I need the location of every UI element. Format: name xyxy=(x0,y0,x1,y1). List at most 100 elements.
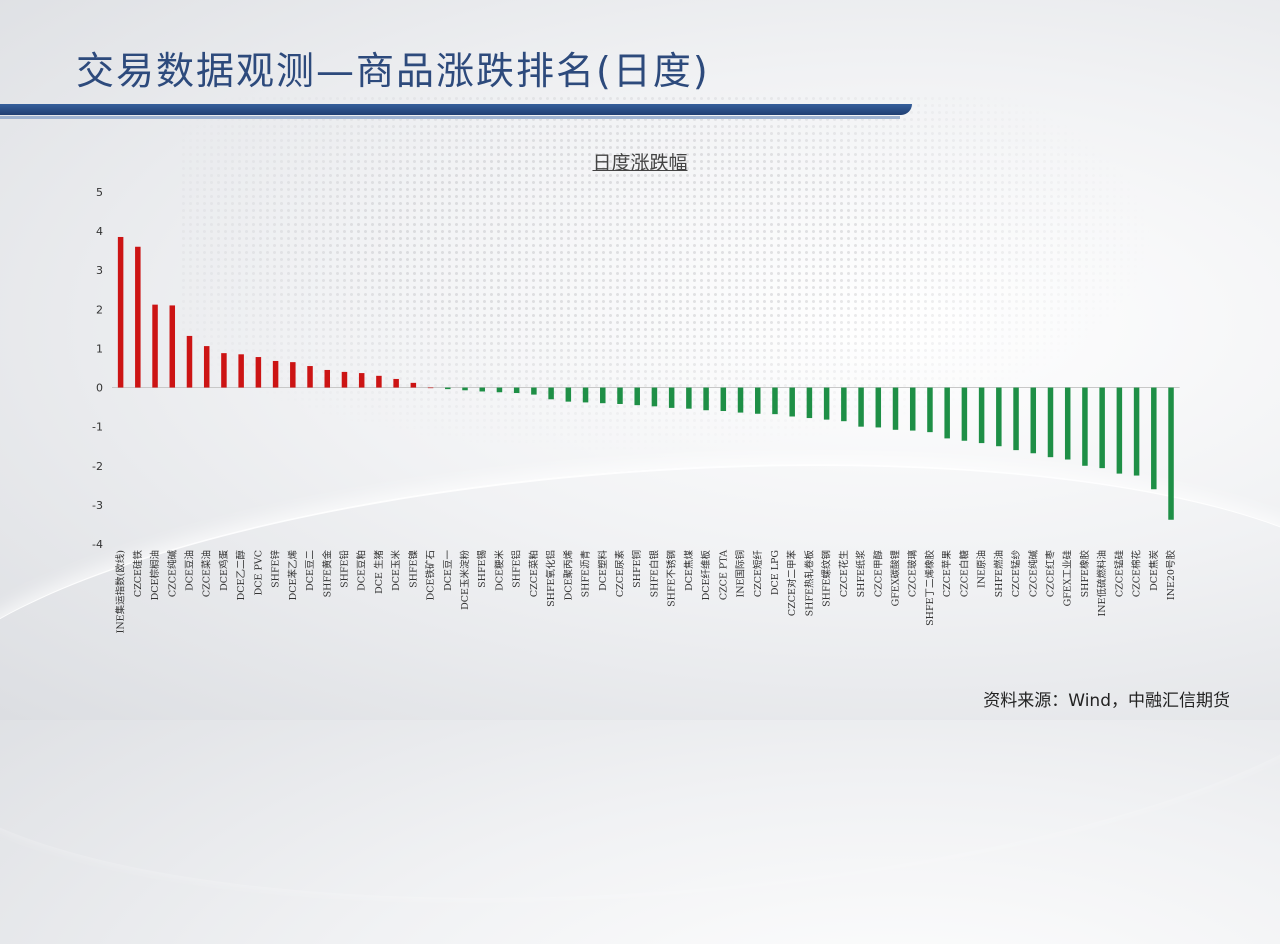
x-category-label: SHFE锌 xyxy=(270,550,282,588)
bar xyxy=(651,387,658,407)
y-tick-label: 1 xyxy=(96,342,103,355)
x-category-label: CZCE菜粕 xyxy=(528,550,540,597)
bar xyxy=(823,387,830,420)
bar xyxy=(961,387,968,441)
x-category-label: SHFE铜 xyxy=(631,550,643,588)
x-category-label: CZCE苹果 xyxy=(941,550,953,598)
bar xyxy=(737,387,744,413)
x-category-label: INE低硫燃料油 xyxy=(1096,550,1108,617)
x-category-label: CZCE PTA xyxy=(718,550,729,600)
bar xyxy=(462,387,468,391)
bar xyxy=(272,360,279,388)
bar xyxy=(479,387,485,392)
bar xyxy=(410,382,417,388)
bar xyxy=(513,387,520,394)
x-category-label: SHFE铝 xyxy=(511,550,523,588)
bar xyxy=(858,387,864,427)
bar xyxy=(1013,387,1019,451)
x-category-label: SHFE螺纹钢 xyxy=(821,550,833,607)
x-category-label: DCE玉米 xyxy=(390,550,402,591)
bar xyxy=(600,387,606,404)
x-category-label: DCE棕榈油 xyxy=(149,550,161,600)
bar xyxy=(703,387,709,411)
x-category-label: GFEX碳酸锂 xyxy=(890,550,902,607)
title-underline-shadow xyxy=(0,116,900,119)
bar xyxy=(255,357,262,388)
bar xyxy=(358,373,365,388)
x-category-label: INE集运指数(欧线) xyxy=(115,550,127,633)
bar xyxy=(1064,387,1071,460)
x-category-label: SHFE不锈钢 xyxy=(666,550,678,607)
bar xyxy=(186,335,193,388)
x-category-label: SHFE纸浆 xyxy=(855,550,867,598)
x-category-label: CZCE玻璃 xyxy=(907,550,919,597)
bar xyxy=(1133,387,1140,476)
y-tick-label: 2 xyxy=(96,303,103,316)
bar xyxy=(634,387,640,406)
x-category-label: SHFE铅 xyxy=(338,550,350,588)
bar xyxy=(117,236,124,388)
bar xyxy=(686,387,692,409)
bar xyxy=(892,387,899,430)
bar xyxy=(445,387,451,390)
x-category-label: CZCE花生 xyxy=(838,550,850,598)
bar xyxy=(927,387,933,433)
x-category-label: INE原油 xyxy=(976,550,988,588)
x-category-label: DCE焦炭 xyxy=(1148,550,1160,591)
bar xyxy=(582,387,589,403)
x-category-label: CZCE对二甲苯 xyxy=(786,550,798,617)
x-category-label: DCE塑料 xyxy=(597,550,609,591)
bar xyxy=(875,387,882,428)
x-category-label: SHFE黄金 xyxy=(321,550,333,598)
x-category-label: INE20号胶 xyxy=(1165,550,1177,601)
y-tick-label: 4 xyxy=(96,225,103,238)
x-category-label: CZCE棉花 xyxy=(1131,550,1143,598)
bar xyxy=(238,354,244,388)
x-category-label: SHFE橡胶 xyxy=(1079,550,1091,598)
bar xyxy=(789,387,795,417)
x-category-label: DCE 生猪 xyxy=(373,550,385,594)
bar xyxy=(1168,387,1174,520)
x-category-label: DCE铁矿石 xyxy=(425,550,437,600)
bar xyxy=(978,387,985,444)
bar xyxy=(944,387,950,439)
bar xyxy=(1099,387,1105,469)
bar xyxy=(393,378,399,388)
bar xyxy=(617,387,623,404)
bar xyxy=(996,387,1002,447)
y-tick-label: -1 xyxy=(92,421,103,434)
bar xyxy=(307,366,313,388)
x-category-label: DCE苯乙烯 xyxy=(287,550,299,601)
x-category-label: DCE LPG xyxy=(770,550,781,595)
x-category-label: DCE豆油 xyxy=(183,550,195,591)
bar xyxy=(806,387,813,419)
bar xyxy=(755,387,761,414)
y-tick-label: -2 xyxy=(92,460,103,473)
x-category-label: DCE纤维板 xyxy=(700,550,712,601)
x-category-label: DCE鸡蛋 xyxy=(218,550,230,591)
bar xyxy=(565,387,572,402)
title-underline-bar xyxy=(0,104,912,115)
y-tick-label: 0 xyxy=(96,382,103,395)
bar xyxy=(324,369,330,388)
bar xyxy=(531,387,537,395)
y-tick-label: 3 xyxy=(96,264,103,277)
bar xyxy=(221,353,227,388)
x-category-label: DCE粳米 xyxy=(493,550,505,591)
bar xyxy=(720,387,727,412)
x-category-label: SHFE锡 xyxy=(476,550,488,588)
bar xyxy=(772,387,778,415)
bar xyxy=(1151,387,1157,490)
x-category-label: CZCE尿素 xyxy=(614,550,626,598)
y-tick-label: -4 xyxy=(92,538,103,551)
x-category-label: CZCE硅铁 xyxy=(132,550,144,598)
x-category-label: SHFE热轧卷板 xyxy=(803,550,815,617)
x-category-label: CZCE白糖 xyxy=(958,550,970,598)
bar xyxy=(668,387,675,408)
bar xyxy=(135,246,141,388)
x-category-label: SHFE镍 xyxy=(407,550,419,588)
bar xyxy=(1116,387,1123,474)
x-category-label: CZCE纯碱 xyxy=(166,550,178,598)
x-category-label: DCE焦煤 xyxy=(683,550,695,591)
bar xyxy=(841,387,847,422)
